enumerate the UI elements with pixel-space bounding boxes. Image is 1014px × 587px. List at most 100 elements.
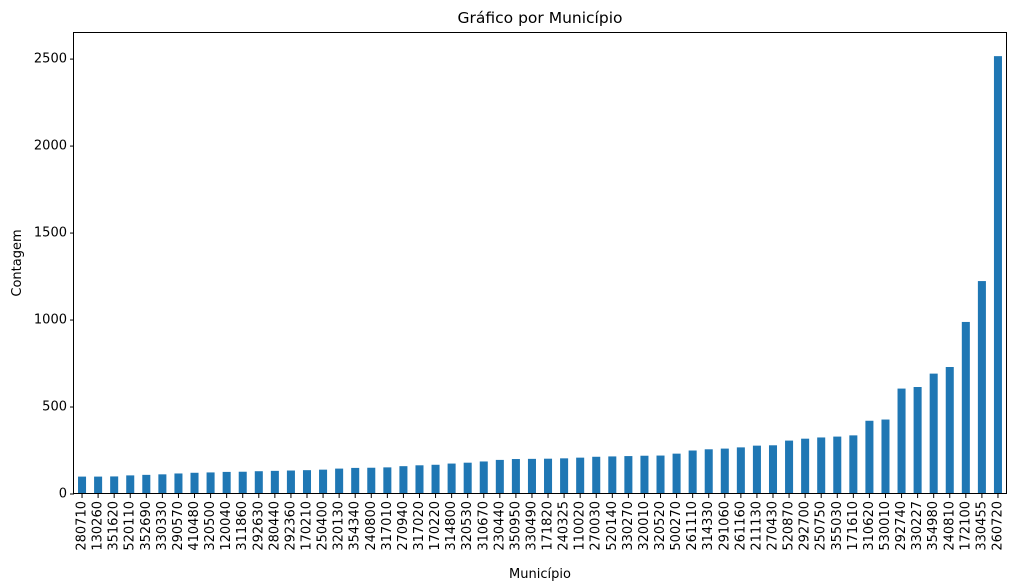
x-tick-label: 320010 xyxy=(637,501,652,551)
bar-110020 xyxy=(576,457,585,494)
x-tick-label: 310620 xyxy=(862,501,877,551)
bar-330227 xyxy=(913,387,922,494)
x-tick-label: 280440 xyxy=(267,501,282,551)
x-tick-label: 520870 xyxy=(782,501,797,551)
x-tick-label: 292360 xyxy=(283,501,298,551)
x-tick-label: 171610 xyxy=(846,501,861,551)
y-tick-label: 1500 xyxy=(34,226,67,241)
bar-311860 xyxy=(238,471,247,494)
x-tick-label: 270030 xyxy=(589,501,604,551)
bar-350950 xyxy=(511,459,520,494)
x-tick-label: 170220 xyxy=(428,501,443,551)
bar-211130 xyxy=(752,445,761,494)
bar-320130 xyxy=(335,468,344,494)
y-tick-label: 2500 xyxy=(34,52,67,67)
x-tick-label: 130260 xyxy=(91,501,106,551)
bar-330330 xyxy=(158,474,167,494)
bar-270940 xyxy=(399,466,408,494)
x-tick-label: 240810 xyxy=(942,501,957,551)
x-tick-label: 240325 xyxy=(557,501,572,551)
bar-530010 xyxy=(881,419,890,494)
bar-310620 xyxy=(865,420,874,494)
bar-260720 xyxy=(993,56,1002,494)
x-tick-label: 520140 xyxy=(605,501,620,551)
bar-354980 xyxy=(929,373,938,494)
x-tick-label: 320130 xyxy=(332,501,347,551)
x-tick-label: 320520 xyxy=(653,501,668,551)
bar-270030 xyxy=(592,456,601,494)
bar-130260 xyxy=(94,476,103,494)
bar-230440 xyxy=(495,459,504,494)
x-tick-label: 354980 xyxy=(926,501,941,551)
bar-172100 xyxy=(961,321,970,494)
x-tick-label: 290570 xyxy=(171,501,186,551)
bar-314800 xyxy=(447,463,456,494)
x-tick-label: 310670 xyxy=(476,501,491,551)
x-tick-label: 311860 xyxy=(235,501,250,551)
y-tick-label: 2000 xyxy=(34,139,67,154)
x-tick-label: 292700 xyxy=(798,501,813,551)
bar-520870 xyxy=(785,440,794,494)
chart-title: Gráfico por Município xyxy=(458,9,623,27)
bar-120040 xyxy=(222,471,231,494)
x-tick-label: 291060 xyxy=(717,501,732,551)
x-tick-label: 260720 xyxy=(990,501,1005,551)
x-tick-label: 330270 xyxy=(621,501,636,551)
x-tick-label: 330455 xyxy=(974,501,989,551)
bar-280440 xyxy=(270,470,279,494)
x-tick-label: 317020 xyxy=(412,501,427,551)
bar-171610 xyxy=(849,435,858,494)
bar-320530 xyxy=(463,462,472,494)
bar-330490 xyxy=(527,458,536,494)
bar-355030 xyxy=(833,436,842,494)
x-tick-label: 110020 xyxy=(573,501,588,551)
x-tick-label: 330490 xyxy=(524,501,539,551)
x-tick-label: 317010 xyxy=(380,501,395,551)
bar-250750 xyxy=(817,437,826,494)
bar-330455 xyxy=(977,281,986,494)
bar-317020 xyxy=(415,465,424,494)
bar-320010 xyxy=(640,455,649,494)
bar-292360 xyxy=(286,470,295,494)
y-tick-label: 0 xyxy=(59,487,67,502)
x-tick-label: 330330 xyxy=(155,501,170,551)
x-tick-label: 250400 xyxy=(316,501,331,551)
x-tick-label: 270940 xyxy=(396,501,411,551)
bar-352690 xyxy=(142,474,151,494)
x-tick-label: 352690 xyxy=(139,501,154,551)
x-tick-label: 172100 xyxy=(958,501,973,551)
bar-292740 xyxy=(897,388,906,494)
bar-354340 xyxy=(351,467,360,494)
bar-320500 xyxy=(206,472,215,494)
bar-240800 xyxy=(367,467,376,494)
bar-520110 xyxy=(126,475,135,494)
bar-171820 xyxy=(544,458,553,494)
x-tick-label: 320530 xyxy=(460,501,475,551)
x-tick-label: 211130 xyxy=(749,501,764,551)
x-tick-label: 292630 xyxy=(251,501,266,551)
y-tick-label: 1000 xyxy=(34,313,67,328)
x-tick-label: 530010 xyxy=(878,501,893,551)
bar-240325 xyxy=(560,458,569,494)
bar-310670 xyxy=(479,461,488,494)
bar-410480 xyxy=(190,472,199,494)
y-axis-title: Contagem xyxy=(10,229,25,296)
x-tick-label: 261110 xyxy=(685,501,700,551)
bar-261160 xyxy=(736,447,745,494)
x-tick-label: 292740 xyxy=(894,501,909,551)
bar-314330 xyxy=(704,449,713,494)
x-tick-label: 280710 xyxy=(75,501,90,551)
bar-351620 xyxy=(110,476,119,494)
bar-270430 xyxy=(768,445,778,494)
x-tick-label: 354340 xyxy=(348,501,363,551)
x-axis-title: Município xyxy=(509,567,571,582)
bar-292700 xyxy=(801,438,810,494)
x-tick-label: 230440 xyxy=(492,501,507,551)
x-tick-label: 320500 xyxy=(203,501,218,551)
x-tick-label: 250750 xyxy=(814,501,829,551)
bar-320520 xyxy=(656,455,665,494)
x-tick-label: 410480 xyxy=(187,501,202,551)
x-tick-label: 240800 xyxy=(364,501,379,551)
bar-261110 xyxy=(688,450,697,494)
